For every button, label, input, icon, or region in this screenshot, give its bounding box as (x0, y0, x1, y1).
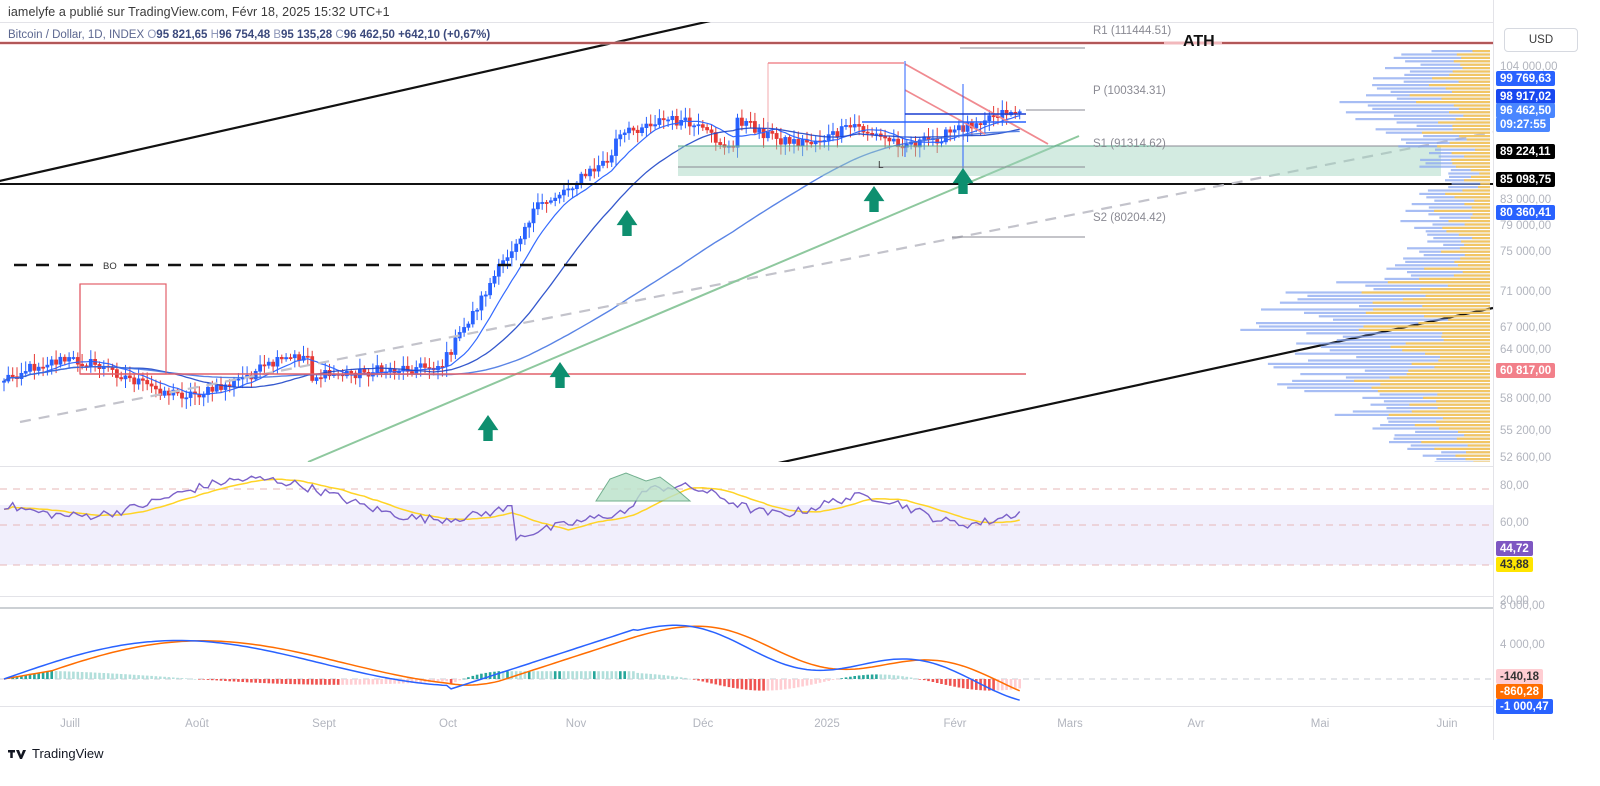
legend-open-value: 95 821,65 (156, 29, 208, 41)
legend-close-label: C (335, 29, 344, 41)
macd-axis-value-label[interactable]: -860,28 (1496, 684, 1544, 699)
main-price-pane[interactable] (0, 22, 1493, 462)
publisher-line: iamelyfe a publié sur TradingView.com, F… (8, 5, 390, 19)
macd-axis-value-label[interactable]: -140,18 (1496, 669, 1544, 684)
price-tick-label: 8 000,00 (1500, 600, 1545, 612)
price-tick-label: 55 200,00 (1500, 425, 1552, 437)
time-axis-label: Sept (312, 718, 336, 730)
chart-legend[interactable]: Bitcoin / Dollar, 1D, INDEX O95 821,65 H… (8, 29, 490, 41)
legend-high-value: 96 754,48 (218, 29, 271, 41)
price-tick-label: 79 000,00 (1500, 220, 1552, 232)
price-tick-label: 83 000,00 (1500, 194, 1552, 206)
time-axis-label: Févr (943, 718, 967, 730)
p-label: P (100334.31) (1093, 85, 1166, 97)
price-tick-label: 104 000,00 (1500, 61, 1558, 73)
price-axis-value-label[interactable]: 80 360,41 (1496, 205, 1556, 220)
price-tick-label: 64 000,00 (1500, 344, 1552, 356)
price-axis-value-label[interactable]: 89 224,11 (1496, 144, 1555, 159)
legend-close-value: 96 462,50 (343, 29, 395, 41)
time-axis-label: Oct (439, 718, 457, 730)
l-label: L (878, 160, 884, 171)
rsi-pane[interactable] (0, 466, 1493, 593)
price-tick-label: 52 600,00 (1500, 452, 1552, 464)
legend-high-label: H (210, 29, 219, 41)
price-axis-value-label[interactable]: 09:27:55 (1496, 117, 1551, 132)
price-tick-label: 75 000,00 (1500, 246, 1552, 258)
time-axis-label: Mai (1310, 718, 1330, 730)
price-axis-value-label[interactable]: 96 462,50 (1496, 103, 1556, 118)
price-tick-label: 58 000,00 (1500, 393, 1552, 405)
legend-low-label: B (273, 29, 282, 41)
price-axis-value-label[interactable]: 85 098,75 (1496, 172, 1556, 187)
rsi-axis-value-label[interactable]: 43,88 (1496, 557, 1533, 572)
price-tick-label: 4 000,00 (1500, 639, 1545, 651)
time-axis-label: Déc (692, 718, 714, 730)
tradingview-brand: TradingView (8, 746, 104, 761)
macd-chart-canvas (0, 607, 1493, 701)
r1-label: R1 (111444.51) (1093, 25, 1172, 37)
time-axis[interactable]: Juill Août Sept Oct Nov Déc 2025 Févr Mars Avr Mai… (0, 706, 1493, 741)
time-axis-label: 2025 (814, 718, 840, 730)
price-tick-label: 71 000,00 (1500, 286, 1552, 298)
tradingview-brand-name: TradingView (32, 746, 104, 761)
price-axis-value-label[interactable]: 99 769,63 (1496, 71, 1556, 86)
time-axis-label: Mars (1057, 718, 1083, 730)
price-scale[interactable]: USD 104 000,00 83 000,00 79 000,00 75 000,0… (1493, 0, 1600, 740)
price-axis-value-label[interactable]: 60 817,00 (1496, 363, 1556, 378)
macd-axis-value-label[interactable]: -1 000,47 (1496, 699, 1553, 714)
header-divider (0, 22, 1600, 23)
tradingview-logo-icon (8, 749, 26, 759)
time-axis-label: Avr (1187, 718, 1205, 730)
rsi-axis-value-label[interactable]: 44,72 (1496, 541, 1533, 556)
s1-label: S1 (91314.62) (1093, 138, 1166, 150)
price-tick-label: 80,00 (1500, 480, 1529, 492)
currency-badge[interactable]: USD (1504, 28, 1578, 52)
price-tick-label: 67 000,00 (1500, 322, 1552, 334)
time-axis-label: Août (185, 718, 209, 730)
price-tick-label: 20,00 (1500, 595, 1529, 607)
time-axis-label: Nov (565, 718, 587, 730)
main-chart-canvas (0, 22, 1493, 462)
legend-open-label: O (147, 29, 157, 41)
price-tick-label: 60,00 (1500, 517, 1529, 529)
legend-low-value: 95 135,28 (281, 29, 333, 41)
ath-label: ATH (1183, 33, 1215, 50)
s2-label: S2 (80204.42) (1093, 212, 1166, 224)
time-axis-label: Juill (60, 718, 80, 730)
price-axis-value-label[interactable]: 98 917,02 (1496, 89, 1556, 104)
time-axis-label: Juin (1436, 718, 1458, 730)
macd-pane[interactable] (0, 596, 1493, 705)
legend-change: +642,10 (+0,67%) (398, 29, 491, 41)
bo-label: BO (101, 261, 119, 272)
rsi-chart-canvas (0, 472, 1493, 566)
legend-symbol[interactable]: Bitcoin / Dollar, 1D, INDEX (8, 29, 145, 41)
